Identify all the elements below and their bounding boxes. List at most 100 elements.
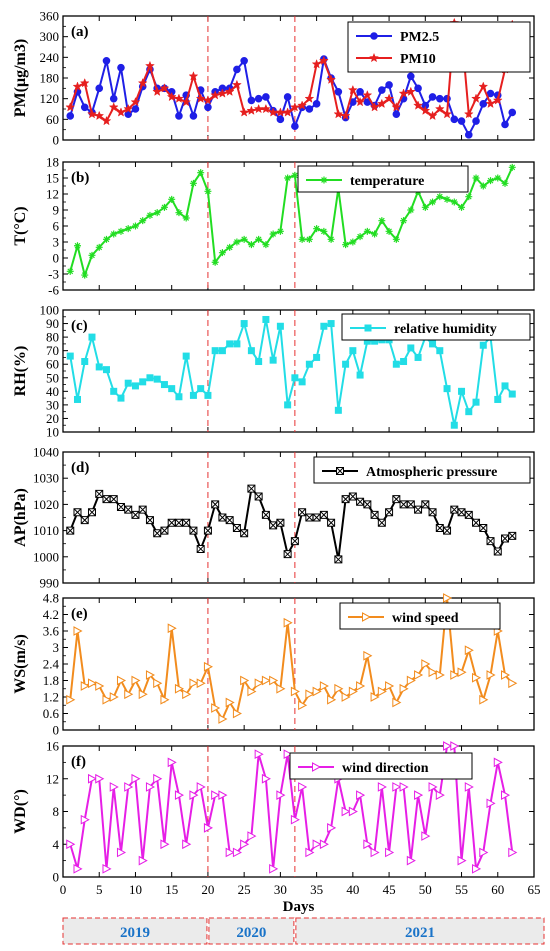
data-point — [95, 84, 104, 93]
data-point — [508, 678, 518, 689]
data-point — [276, 518, 285, 527]
data-point — [80, 814, 90, 825]
data-point — [218, 347, 226, 355]
data-point — [81, 358, 89, 366]
data-point — [131, 382, 139, 390]
data-point — [443, 195, 451, 203]
data-point — [313, 353, 321, 361]
data-point — [202, 95, 213, 105]
data-point — [189, 790, 199, 800]
y-tick-label: 3.6 — [43, 624, 60, 639]
legend-marker — [362, 612, 372, 622]
legend: wind speed — [339, 602, 501, 630]
data-point — [269, 675, 279, 686]
data-point — [392, 110, 401, 118]
x-tick-label: 45 — [383, 882, 396, 897]
data-point — [117, 227, 125, 235]
data-point — [102, 56, 111, 65]
data-point — [188, 71, 199, 81]
data-point — [153, 209, 161, 217]
data-point — [334, 555, 343, 564]
data-point — [392, 235, 400, 243]
panel-label: (d) — [71, 460, 89, 476]
data-point — [298, 378, 306, 386]
data-point — [479, 341, 487, 349]
data-point — [501, 534, 510, 543]
data-point — [109, 495, 118, 504]
data-point — [355, 96, 366, 107]
data-point — [385, 847, 395, 858]
data-point — [327, 320, 335, 328]
data-point — [304, 93, 315, 103]
x-tick-label: 0 — [60, 882, 67, 897]
data-point — [457, 117, 466, 125]
legend-marker — [369, 52, 379, 63]
data-point — [203, 823, 213, 833]
data-point — [73, 508, 82, 517]
data-point — [110, 387, 118, 395]
data-point — [376, 98, 387, 109]
y-tick-label: 4.2 — [43, 607, 59, 622]
y-tick-label: 80 — [46, 330, 59, 345]
data-point — [420, 105, 431, 115]
data-point — [392, 697, 402, 708]
year-label: 2021 — [405, 925, 435, 941]
data-point — [319, 839, 329, 850]
data-point — [363, 227, 371, 235]
data-point — [87, 508, 96, 517]
y-axis-label: WS(m/s) — [12, 634, 29, 694]
data-point — [318, 55, 329, 65]
data-point — [139, 378, 147, 386]
data-point — [494, 395, 502, 403]
data-point — [348, 492, 357, 501]
data-point — [283, 93, 292, 101]
data-point — [450, 421, 458, 429]
data-point — [146, 211, 154, 219]
data-point — [399, 782, 409, 792]
data-point — [153, 678, 163, 689]
data-point — [261, 510, 270, 519]
data-point — [349, 238, 357, 246]
series-relative-humidity — [66, 315, 516, 429]
data-point — [487, 177, 495, 185]
y-tick-label: 1000 — [33, 549, 59, 564]
data-point — [231, 79, 242, 90]
data-point — [377, 518, 386, 527]
data-point — [254, 492, 263, 501]
y-tick-label: 360 — [40, 9, 60, 24]
data-point — [203, 661, 213, 672]
data-point — [109, 692, 119, 702]
data-point — [160, 203, 168, 211]
data-point — [226, 243, 234, 251]
data-point — [153, 529, 162, 538]
data-point — [434, 103, 445, 114]
data-point — [472, 863, 482, 874]
data-point — [196, 678, 206, 689]
panel-label: (f) — [71, 754, 86, 770]
data-point — [95, 489, 104, 498]
series-line — [69, 486, 513, 560]
data-point — [276, 322, 284, 330]
data-point — [508, 390, 516, 398]
data-point — [429, 340, 437, 348]
data-point — [349, 347, 357, 355]
data-point — [501, 790, 511, 800]
data-point — [472, 518, 481, 527]
data-point — [254, 749, 264, 760]
data-point — [95, 773, 105, 784]
data-point — [312, 100, 321, 108]
data-point — [362, 90, 373, 100]
data-point — [225, 847, 235, 858]
data-point — [233, 340, 241, 348]
data-point — [175, 209, 183, 217]
y-tick-label: 3 — [53, 235, 60, 250]
data-point — [399, 683, 409, 694]
data-point — [124, 225, 132, 233]
data-point — [458, 203, 466, 211]
data-point — [189, 112, 198, 120]
data-point — [159, 83, 170, 93]
y-tick-label: 4 — [53, 837, 60, 852]
data-point — [305, 360, 313, 368]
